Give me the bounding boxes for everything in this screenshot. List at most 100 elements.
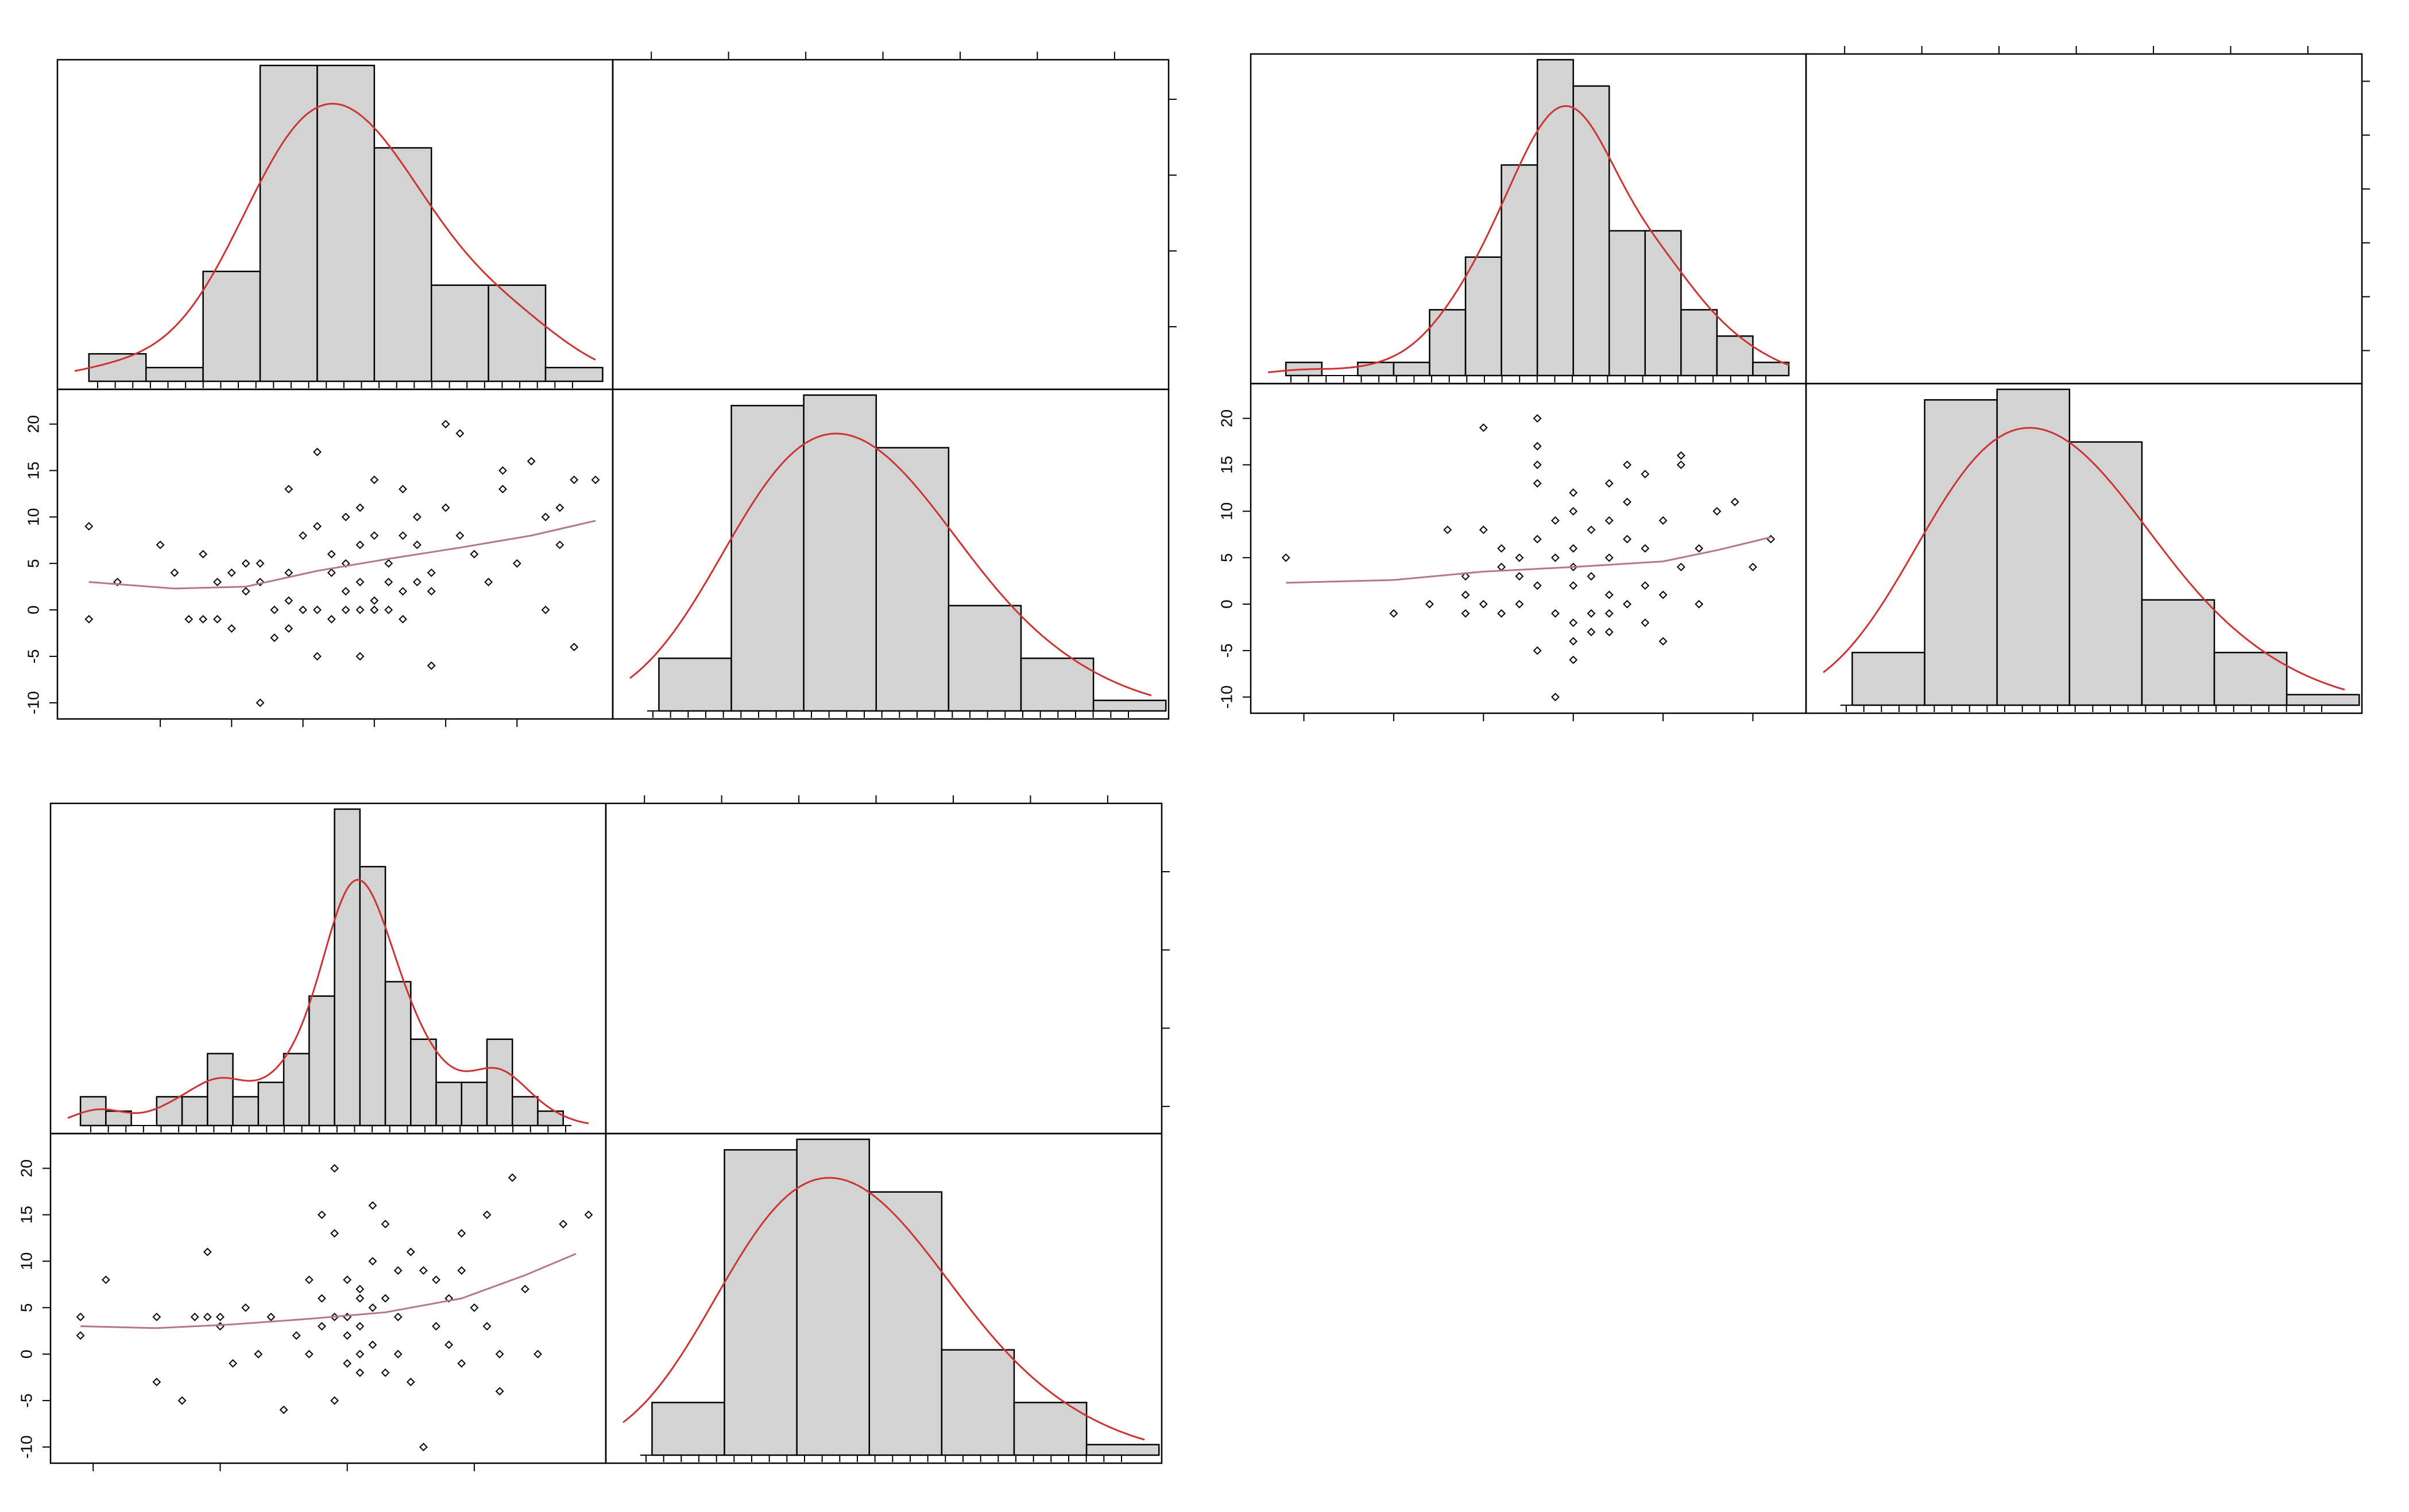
scatter-point-1-59 xyxy=(1695,600,1704,609)
histogram-bar-x-2-15 xyxy=(461,1081,488,1127)
scatter-point-2-51 xyxy=(444,1294,454,1303)
scatter-point-0-0 xyxy=(84,522,94,531)
histogram-bar-x-1-7 xyxy=(1536,59,1574,377)
scatter-point-2-26 xyxy=(343,1275,352,1285)
scatter-point-0-13 xyxy=(241,587,250,596)
lowess-line-0 xyxy=(88,520,596,590)
scatter-point-0-69 xyxy=(541,605,550,614)
scatter-point-1-48 xyxy=(1623,600,1631,609)
pairs-matrix-top-left: 20 15 10 5 0 -5 -10 xyxy=(24,52,1177,727)
left-axis-label-0-1: 15 xyxy=(24,462,42,479)
scatter-point-2-12 xyxy=(241,1303,250,1312)
histogram-bar-x-2-16 xyxy=(486,1038,513,1127)
scatter-point-1-47 xyxy=(1623,535,1631,544)
scatter-point-2-64 xyxy=(559,1220,568,1229)
histogram-bar-x-2-13 xyxy=(410,1038,437,1127)
scatter-point-2-14 xyxy=(266,1312,276,1321)
scatter-point-2-57 xyxy=(482,1322,492,1331)
scatter-point-1-4 xyxy=(1461,572,1470,581)
scatter-point-1-37 xyxy=(1587,609,1596,618)
histogram-bar-y-1-5 xyxy=(2213,652,2288,706)
scatter-point-0-22 xyxy=(284,624,293,633)
scatter-point-1-42 xyxy=(1604,590,1614,600)
histogram-bar-x-2-17 xyxy=(512,1096,539,1127)
scatter-point-0-1 xyxy=(84,614,94,624)
scatter-point-2-8 xyxy=(203,1312,212,1321)
scatter-point-0-52 xyxy=(412,512,422,521)
left-axis-label-0-6: -10 xyxy=(24,691,42,714)
pairs-matrix-bottom-left: 20 15 10 5 0 -5 -10 xyxy=(17,795,1170,1471)
scatter-point-0-15 xyxy=(256,578,265,586)
scatter-point-1-46 xyxy=(1623,497,1631,506)
scatter-point-1-23 xyxy=(1550,516,1560,525)
histogram-bar-y-2-4 xyxy=(941,1349,1015,1456)
scatter-point-2-30 xyxy=(355,1285,365,1294)
scatter-point-0-2 xyxy=(113,578,122,586)
scatter-point-2-60 xyxy=(495,1387,504,1396)
scatter-point-0-41 xyxy=(370,475,379,485)
scatter-point-0-46 xyxy=(384,578,393,586)
histogram-bar-y-0-4 xyxy=(948,605,1022,712)
histogram-bar-x-2-3 xyxy=(156,1096,183,1127)
scatter-point-0-48 xyxy=(399,485,407,494)
scatter-point-2-7 xyxy=(203,1247,212,1256)
scatter-point-1-21 xyxy=(1533,581,1542,590)
scatter-point-0-47 xyxy=(384,605,393,614)
histogram-bar-y-1-4 xyxy=(2141,599,2215,706)
histogram-bar-x-0-1 xyxy=(145,366,204,382)
scatter-point-1-13 xyxy=(1515,553,1524,562)
histogram-bar-x-1-5 xyxy=(1464,256,1502,377)
scatter-point-0-8 xyxy=(213,614,222,624)
panel-border-1-1 xyxy=(1805,53,2363,385)
histogram-bar-y-0-6 xyxy=(1092,699,1167,712)
histogram-bar-y-1-6 xyxy=(2286,694,2360,706)
scatter-point-1-43 xyxy=(1604,609,1614,618)
pairs-matrix-top-right: 20 15 10 5 0 -5 -10 xyxy=(1217,46,2370,721)
panel-border-0-1 xyxy=(612,59,1170,390)
scatter-point-1-32 xyxy=(1569,618,1578,627)
scatter-point-2-20 xyxy=(318,1294,326,1303)
scatter-point-0-73 xyxy=(570,475,579,485)
histogram-bar-x-0-5 xyxy=(373,147,432,382)
scatter-point-1-11 xyxy=(1497,562,1506,571)
scatter-point-0-74 xyxy=(591,475,600,485)
left-axis-label-0-0: 20 xyxy=(24,415,42,433)
histogram-bar-x-1-8 xyxy=(1572,85,1610,377)
scatter-point-0-31 xyxy=(327,614,336,624)
scatter-point-0-70 xyxy=(555,540,564,550)
scatter-point-2-46 xyxy=(406,1378,415,1387)
left-axis-label-2-6: -10 xyxy=(17,1436,35,1459)
scatter-point-0-34 xyxy=(341,587,350,596)
scatter-point-1-2 xyxy=(1425,600,1434,609)
density-line-x-2 xyxy=(67,879,589,1124)
histogram-bar-x-2-14 xyxy=(435,1081,463,1127)
scatter-point-0-5 xyxy=(184,614,194,624)
scatter-point-0-14 xyxy=(256,559,265,568)
panel-border-2-1 xyxy=(605,802,1163,1135)
histogram-bar-x-0-3 xyxy=(259,64,318,382)
scatter-point-2-65 xyxy=(584,1210,593,1219)
histogram-bar-x-1-11 xyxy=(1680,309,1718,377)
scatter-point-1-49 xyxy=(1641,470,1650,479)
left-axis-label-0-3: 5 xyxy=(24,559,42,568)
histogram-bar-x-0-4 xyxy=(316,64,376,382)
histogram-bar-y-0-2 xyxy=(803,394,877,712)
scatter-point-0-20 xyxy=(284,568,293,577)
scatter-point-0-65 xyxy=(498,466,507,475)
scatter-point-0-36 xyxy=(355,503,365,512)
histogram-bar-x-2-12 xyxy=(384,981,412,1127)
scatter-point-1-12 xyxy=(1497,609,1506,618)
scatter-point-0-39 xyxy=(355,605,365,614)
scatter-point-0-49 xyxy=(399,531,407,540)
lowess-line-2 xyxy=(80,1253,577,1329)
scatter-point-0-55 xyxy=(427,568,436,577)
histogram-bar-x-2-4 xyxy=(181,1096,208,1127)
left-axis-label-2-2: 10 xyxy=(17,1252,35,1270)
scatter-point-1-10 xyxy=(1497,544,1506,553)
scatter-point-0-43 xyxy=(370,596,379,605)
scatter-point-0-21 xyxy=(284,596,293,605)
left-axis-label-1-0: 20 xyxy=(1217,409,1235,427)
scatter-point-1-31 xyxy=(1569,581,1578,590)
scatter-point-1-35 xyxy=(1587,525,1596,535)
histogram-bar-y-1-0 xyxy=(1851,652,1925,706)
